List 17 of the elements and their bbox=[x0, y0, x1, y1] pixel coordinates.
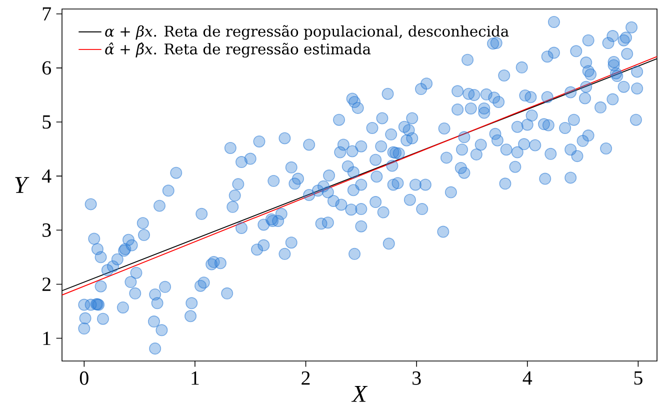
x-tick-label: 5 bbox=[634, 371, 642, 385]
y-tick-label: 4 bbox=[42, 170, 52, 183]
y-tick-label: 2 bbox=[42, 278, 50, 291]
x-axis-title: X bbox=[351, 386, 368, 402]
y-tick-label: 3 bbox=[42, 223, 51, 237]
y-tick-label: 7 bbox=[42, 7, 52, 20]
x-tick-label: 4 bbox=[522, 371, 532, 385]
y-tick-label: 6 bbox=[42, 61, 52, 75]
y-tick-label: 5 bbox=[42, 115, 51, 129]
x-tick-label: 3 bbox=[412, 371, 421, 385]
legend-label: α̂ + β̂x. Reta de regressão estimada bbox=[105, 42, 371, 58]
x-tick-label: 1 bbox=[192, 371, 199, 385]
x-tick-label: 0 bbox=[80, 371, 88, 385]
y-tick-label: 1 bbox=[43, 332, 50, 345]
y-axis-title: Y bbox=[15, 177, 30, 193]
x-tick-label: 2 bbox=[302, 371, 310, 385]
legend-label: α + βx. Reta de regressão populacional, desconhecida bbox=[105, 25, 509, 40]
